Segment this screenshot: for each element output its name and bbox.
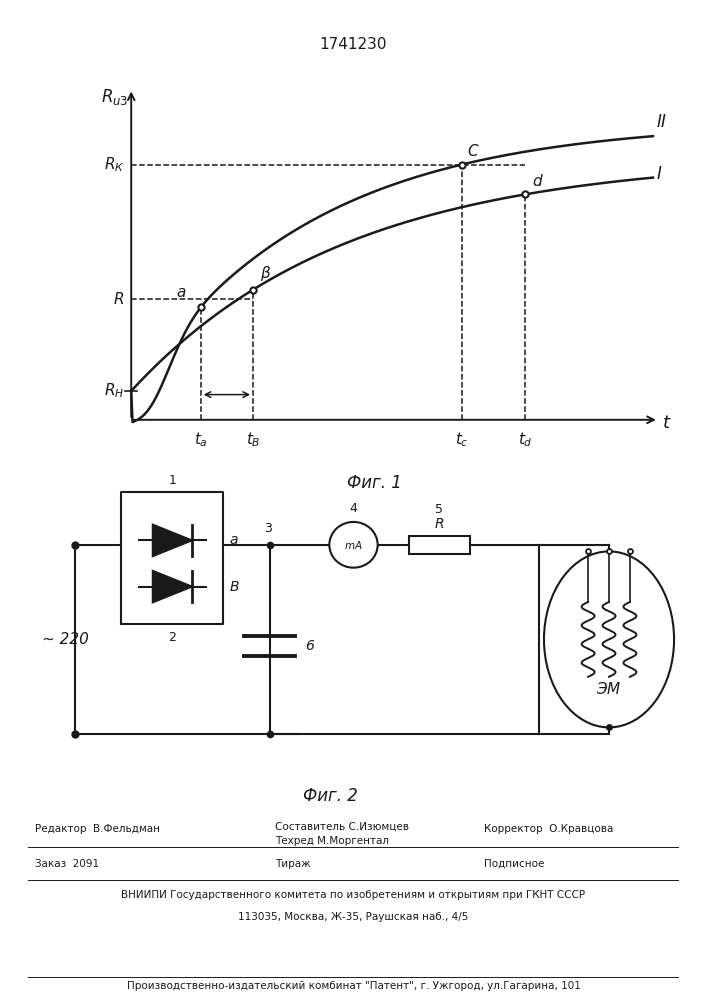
Text: $R$: $R$: [434, 517, 445, 531]
Text: ~ 220: ~ 220: [42, 632, 89, 647]
Text: Составитель С.Изюмцев: Составитель С.Изюмцев: [276, 822, 409, 832]
Text: $R_H$: $R_H$: [104, 382, 124, 400]
Text: 2: 2: [168, 631, 176, 644]
Text: 1: 1: [168, 474, 176, 487]
Text: $ЭM$: $ЭM$: [596, 681, 621, 697]
Text: $d$: $d$: [532, 173, 544, 189]
Text: Производственно-издательский комбинат "Патент", г. Ужгород, ул.Гагарина, 101: Производственно-издательский комбинат "П…: [127, 981, 580, 991]
Text: 7: 7: [542, 632, 551, 646]
Text: $mA$: $mA$: [344, 539, 363, 551]
Text: $t_d$: $t_d$: [518, 431, 533, 449]
Text: $a$: $a$: [176, 285, 186, 300]
Text: Корректор  О.Кравцова: Корректор О.Кравцова: [484, 824, 613, 834]
Text: $I$: $I$: [656, 165, 662, 183]
Text: $t$: $t$: [662, 414, 671, 432]
Text: 6: 6: [305, 639, 314, 653]
Text: Редактор  В.Фельдман: Редактор В.Фельдман: [35, 824, 160, 834]
Text: 1741230: 1741230: [320, 37, 387, 52]
Text: 3: 3: [264, 522, 271, 535]
Text: $a$: $a$: [229, 533, 238, 547]
Text: Тираж: Тираж: [276, 859, 311, 869]
Text: Фиг. 2: Фиг. 2: [303, 787, 358, 805]
Text: $t_c$: $t_c$: [455, 431, 469, 449]
Text: 113035, Москва, Ж-35, Раушская наб., 4/5: 113035, Москва, Ж-35, Раушская наб., 4/5: [238, 912, 469, 922]
Text: Фиг. 1: Фиг. 1: [347, 474, 402, 492]
Text: Техред М.Моргентал: Техред М.Моргентал: [276, 836, 390, 846]
Text: $R_{К}$: $R_{К}$: [104, 155, 124, 174]
Text: $β$: $β$: [260, 264, 271, 283]
Polygon shape: [153, 571, 192, 602]
Bar: [409, 536, 469, 554]
Text: $R_{u3}$: $R_{u3}$: [101, 87, 128, 107]
Text: $B$: $B$: [229, 580, 240, 594]
Text: $t_B$: $t_B$: [245, 431, 260, 449]
Text: Заказ  2091: Заказ 2091: [35, 859, 99, 869]
Circle shape: [329, 522, 378, 568]
Text: ВНИИПИ Государственного комитета по изобретениям и открытиям при ГКНТ СССР: ВНИИПИ Государственного комитета по изоб…: [122, 890, 585, 900]
Text: Подписное: Подписное: [484, 859, 544, 869]
Ellipse shape: [544, 551, 674, 727]
Text: $C$: $C$: [467, 143, 480, 159]
Text: $II$: $II$: [656, 113, 667, 131]
Text: 5: 5: [436, 503, 443, 516]
Polygon shape: [153, 525, 192, 556]
Text: 4: 4: [349, 502, 358, 515]
Text: $t_a$: $t_a$: [194, 431, 208, 449]
Text: $R$: $R$: [113, 291, 124, 307]
